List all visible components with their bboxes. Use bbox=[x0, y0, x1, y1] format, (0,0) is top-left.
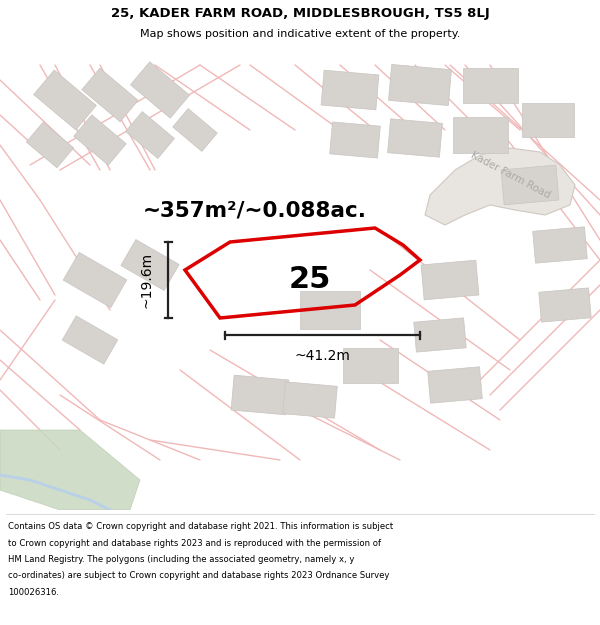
Polygon shape bbox=[452, 117, 508, 153]
Polygon shape bbox=[388, 119, 442, 158]
Polygon shape bbox=[283, 382, 337, 418]
Polygon shape bbox=[300, 291, 360, 329]
Text: ~19.6m: ~19.6m bbox=[140, 252, 154, 308]
Polygon shape bbox=[421, 260, 479, 300]
Text: 25, KADER FARM ROAD, MIDDLESBROUGH, TS5 8LJ: 25, KADER FARM ROAD, MIDDLESBROUGH, TS5 … bbox=[110, 8, 490, 21]
Polygon shape bbox=[329, 122, 380, 158]
Polygon shape bbox=[414, 318, 466, 352]
Text: Contains OS data © Crown copyright and database right 2021. This information is : Contains OS data © Crown copyright and d… bbox=[8, 522, 393, 531]
Polygon shape bbox=[539, 288, 591, 322]
Polygon shape bbox=[533, 227, 587, 263]
Polygon shape bbox=[0, 430, 140, 510]
Polygon shape bbox=[74, 115, 126, 165]
Polygon shape bbox=[428, 367, 482, 403]
Text: HM Land Registry. The polygons (including the associated geometry, namely x, y: HM Land Registry. The polygons (includin… bbox=[8, 555, 355, 564]
Polygon shape bbox=[321, 70, 379, 110]
Text: to Crown copyright and database rights 2023 and is reproduced with the permissio: to Crown copyright and database rights 2… bbox=[8, 539, 381, 548]
Polygon shape bbox=[173, 109, 217, 151]
Text: 100026316.: 100026316. bbox=[8, 588, 59, 597]
Polygon shape bbox=[125, 111, 175, 159]
Polygon shape bbox=[26, 122, 74, 168]
Text: Map shows position and indicative extent of the property.: Map shows position and indicative extent… bbox=[140, 29, 460, 39]
Polygon shape bbox=[501, 165, 559, 205]
Polygon shape bbox=[62, 316, 118, 364]
Polygon shape bbox=[343, 348, 398, 382]
Polygon shape bbox=[522, 103, 574, 137]
Polygon shape bbox=[130, 62, 190, 118]
Polygon shape bbox=[63, 253, 127, 308]
Polygon shape bbox=[34, 70, 97, 130]
Text: 25: 25 bbox=[289, 266, 331, 294]
Polygon shape bbox=[231, 375, 289, 415]
Text: ~41.2m: ~41.2m bbox=[295, 349, 350, 363]
Text: ~357m²/~0.088ac.: ~357m²/~0.088ac. bbox=[143, 200, 367, 220]
Polygon shape bbox=[425, 148, 575, 225]
Polygon shape bbox=[121, 239, 179, 291]
Text: Kader Farm Road: Kader Farm Road bbox=[469, 150, 551, 200]
Polygon shape bbox=[389, 64, 451, 106]
Polygon shape bbox=[463, 68, 517, 102]
Polygon shape bbox=[82, 68, 138, 122]
Text: co-ordinates) are subject to Crown copyright and database rights 2023 Ordnance S: co-ordinates) are subject to Crown copyr… bbox=[8, 571, 389, 581]
